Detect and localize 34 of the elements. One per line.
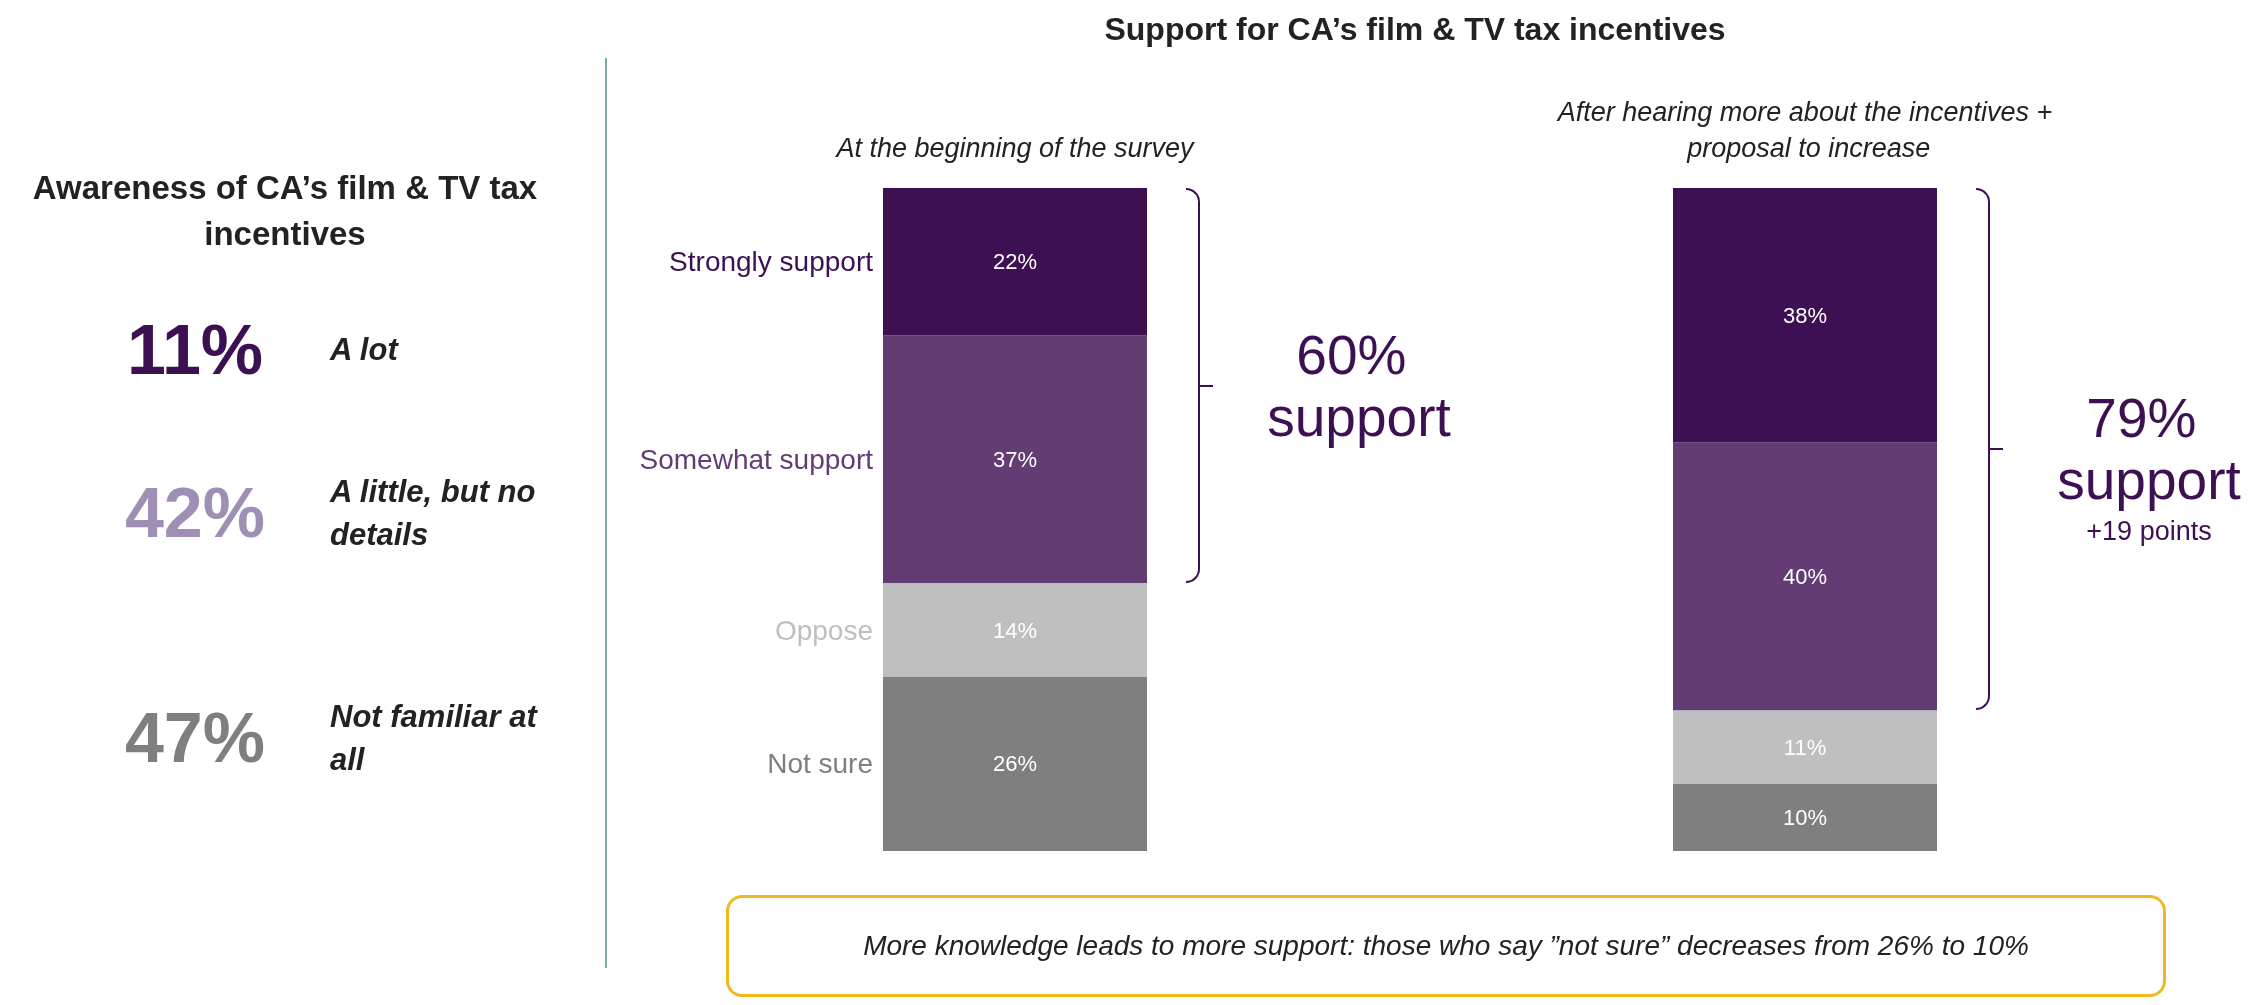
bar [1673,710,1937,785]
x-tick-label: After hearing more about the incentives + proposal to increase [1555,97,2053,163]
data-label: 22% [992,249,1038,275]
bar [1673,188,1937,443]
bar [883,188,1147,336]
x-tick-label: At the beginning of the survey [834,133,1196,163]
data-label: 40% [1782,563,1828,589]
category-label: A lot [330,331,400,370]
data-label: 10% [1782,805,1828,831]
series-label: Somewhat support [639,443,874,475]
chart-title: Support for CA’s film & TV tax incentives [1104,11,1726,47]
data-label: 11% [1783,734,1827,760]
text: More knowledge leads to more support: those who say ”not sure” decreases from 26% to 10% [726,895,2166,997]
data-label: 14% [992,617,1038,643]
data-label: 37% [992,446,1038,472]
data-label: 38% [1782,302,1828,328]
text: 11% [126,311,264,389]
annotation: 79% support [2057,387,2241,512]
series-label: Strongly support [669,246,874,278]
series-label: Not sure [767,748,873,780]
bar [883,676,1147,851]
text: 42% [124,474,266,553]
bar [1673,784,1937,851]
text: Awareness of CA’s film & TV tax incentives [31,168,539,255]
category-label: Not familiar at all [330,698,539,780]
bar [1673,442,1937,711]
bar [883,583,1147,677]
data-label: 26% [992,751,1038,777]
category-label: A little, but no details [330,473,537,555]
annotation: +19 points [2086,516,2212,547]
annotation: 60% support [1267,323,1451,448]
series-label: Oppose [774,614,873,646]
bar [883,335,1147,584]
text: 47% [124,699,266,778]
